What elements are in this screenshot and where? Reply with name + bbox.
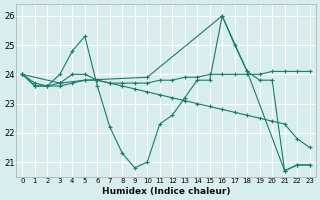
- X-axis label: Humidex (Indice chaleur): Humidex (Indice chaleur): [102, 187, 230, 196]
